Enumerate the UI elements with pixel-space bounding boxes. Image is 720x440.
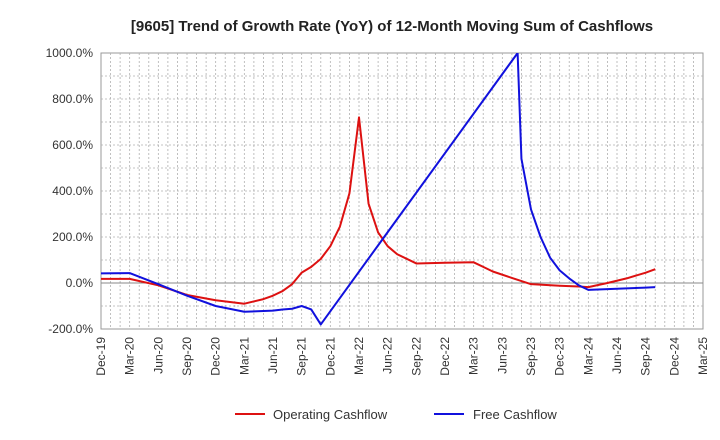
x-tick-label: Mar-24 (581, 337, 595, 375)
x-tick-label: Jun-22 (381, 337, 395, 374)
x-tick-label: Mar-23 (467, 337, 481, 375)
x-tick-label: Mar-22 (352, 337, 366, 375)
y-tick-label: 400.0% (52, 184, 93, 198)
x-tick-label: Dec-19 (94, 337, 108, 376)
legend-label-operating-cashflow: Operating Cashflow (273, 407, 388, 422)
x-tick-label: Dec-23 (553, 337, 567, 376)
x-tick-label: Sep-24 (639, 337, 653, 376)
legend: Operating Cashflow Free Cashflow (235, 407, 557, 422)
x-tick-label: Jun-23 (495, 337, 509, 374)
x-tick-label: Sep-21 (295, 337, 309, 376)
y-tick-label: 1000.0% (46, 46, 94, 60)
x-tick-label: Mar-20 (123, 337, 137, 375)
series-lines (101, 53, 656, 326)
x-tick-label: Mar-25 (696, 337, 710, 375)
series-line-free-cashflow (101, 53, 656, 326)
chart-title: [9605] Trend of Growth Rate (YoY) of 12-… (131, 18, 653, 35)
y-tick-label: 800.0% (52, 92, 93, 106)
y-axis-ticks: 1000.0% 800.0% 600.0% 400.0% 200.0% 0.0% -200.… (46, 46, 94, 336)
x-tick-label: Sep-22 (409, 337, 423, 376)
x-axis-ticks: Dec-19 Mar-20 Jun-20 Sep-20 Dec-20 Mar-21 Jun-… (94, 337, 710, 376)
y-tick-label: 0.0% (66, 276, 94, 290)
series-line-operating-cashflow (101, 116, 656, 305)
x-tick-label: Jun-20 (151, 337, 165, 374)
x-tick-label: Sep-23 (524, 337, 538, 376)
x-tick-label: Dec-22 (438, 337, 452, 376)
legend-label-free-cashflow: Free Cashflow (473, 407, 557, 422)
x-tick-label: Dec-24 (667, 337, 681, 376)
y-tick-label: 200.0% (52, 230, 93, 244)
x-tick-label: Jun-24 (610, 337, 624, 374)
x-tick-label: Dec-20 (209, 337, 223, 376)
x-tick-label: Mar-21 (237, 337, 251, 375)
x-tick-label: Sep-20 (180, 337, 194, 376)
y-tick-label: -200.0% (48, 322, 93, 336)
y-tick-label: 600.0% (52, 138, 93, 152)
grid (101, 53, 703, 329)
x-tick-label: Jun-21 (266, 337, 280, 374)
x-tick-label: Dec-21 (323, 337, 337, 376)
